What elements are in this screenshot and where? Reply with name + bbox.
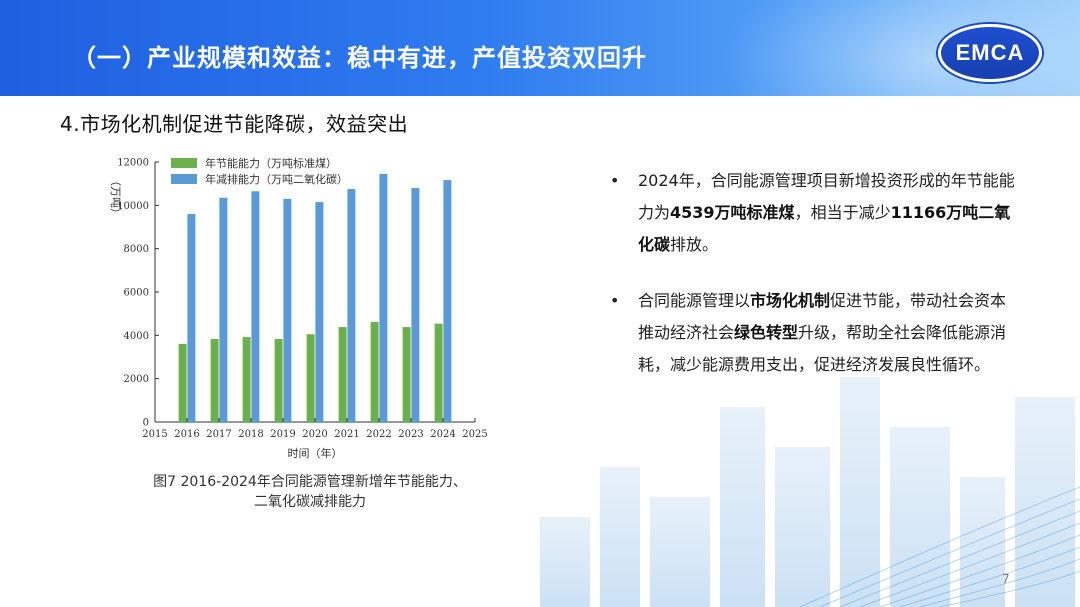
y-tick-label: 10000 (117, 201, 149, 212)
bullet-text: ，相当于减少 (794, 203, 891, 222)
bar-emission-reduction (283, 198, 292, 422)
bar-energy-saving (274, 339, 283, 422)
section-subtitle: 4.市场化机制促进节能降碳，效益突出 (60, 112, 409, 136)
caption-line-2: 二氧化碳减排能力 (254, 494, 366, 510)
bullet-text: 排放。 (670, 235, 719, 254)
bullet-dot: • (610, 291, 620, 310)
page-number: 7 (1002, 572, 1010, 586)
x-tick-label: 2020 (302, 429, 327, 440)
bullet-dot: • (610, 171, 620, 190)
bullet-text: 2024年，合同能源管理项目新增投资形成的年节能能力为 (638, 171, 1015, 222)
x-tick-label: 2015 (142, 429, 167, 440)
bar-energy-saving (402, 327, 411, 422)
bar-emission-reduction (187, 214, 196, 422)
legend-label: 年减排能力（万吨二氧化碳） (205, 172, 348, 186)
x-tick-label: 2023 (398, 429, 423, 440)
bullet-text: 升级，帮助全社会降低能源消耗，减少能源费用支出，促进经济发展良性循环。 (638, 323, 1007, 374)
caption-line-1: 图7 2016-2024年合同能源管理新增年节能能力、 (153, 474, 467, 490)
x-tick-label: 2021 (334, 429, 359, 440)
slide-title: （一）产业规模和效益：稳中有进，产值投资双回升 (72, 44, 647, 72)
x-tick-label: 2019 (270, 429, 295, 440)
bar-emission-reduction (379, 173, 388, 422)
bar-energy-saving (370, 321, 379, 422)
y-axis-label: （万吨） (109, 175, 122, 219)
bar-emission-reduction (411, 188, 420, 422)
y-tick-label: 2000 (124, 374, 149, 385)
bullet-emphasis: 绿色转型 (734, 323, 799, 342)
legend-swatch (171, 158, 197, 168)
bar-emission-reduction (315, 202, 324, 422)
x-tick-label: 2017 (206, 429, 231, 440)
x-tick-label: 2018 (238, 429, 263, 440)
x-tick-label: 2016 (174, 429, 199, 440)
bar-emission-reduction (347, 189, 356, 422)
y-tick-label: 6000 (124, 288, 149, 299)
chart-svg: 0 2000 4000 6000 8000 10000 12000 2015 2016 2017 2… (109, 156, 488, 460)
bar-energy-saving (210, 339, 219, 422)
bar-energy-saving (434, 323, 443, 422)
emca-logo: EMCA (938, 24, 1042, 82)
bullet-item: • 合同能源管理以市场化机制促进节能，带动社会资本推动经济社会绿色转型升级，帮助全… (610, 285, 1020, 381)
y-tick-label: 4000 (124, 331, 149, 342)
bar-emission-reduction (219, 197, 228, 422)
header-banner: （一）产业规模和效益：稳中有进，产值投资双回升 EMCA (0, 0, 1080, 96)
bar-energy-saving (242, 337, 251, 422)
bar-chart: 0 2000 4000 6000 8000 10000 12000 2015 2016 2017 2… (100, 150, 500, 470)
bullet-list: • 2024年，合同能源管理项目新增投资形成的年节能能力为4539万吨标准煤，相当… (610, 165, 1020, 405)
x-tick-label: 2024 (430, 429, 455, 440)
bullet-item: • 2024年，合同能源管理项目新增投资形成的年节能能力为4539万吨标准煤，相当… (610, 165, 1020, 261)
wave-decoration (799, 486, 1080, 607)
bullet-emphasis: 11166万吨二氧化碳 (638, 203, 1011, 254)
legend-label: 年节能能力（万吨标准煤） (205, 156, 337, 170)
bullet-text: 促进节能，带动社会资本推动经济社会 (638, 291, 1007, 342)
bar-energy-saving (338, 327, 347, 422)
y-tick-label: 0 (143, 418, 149, 429)
x-tick-label: 2025 (462, 429, 487, 440)
bar-emission-reduction (251, 191, 260, 422)
logo-text: EMCA (955, 40, 1025, 65)
bar-energy-saving (306, 334, 315, 422)
legend-swatch (171, 174, 197, 184)
city-skyline-decoration (520, 347, 1080, 607)
bar-emission-reduction (443, 180, 452, 422)
y-tick-label: 8000 (124, 244, 149, 255)
bar-energy-saving (178, 344, 187, 422)
figure-caption: 图7 2016-2024年合同能源管理新增年节能能力、 二氧化碳减排能力 (120, 472, 500, 512)
x-tick-label: 2022 (366, 429, 391, 440)
bullet-emphasis: 4539万吨标准煤 (670, 203, 795, 222)
x-axis-label: 时间（年） (288, 446, 343, 460)
y-tick-label: 12000 (117, 158, 149, 169)
bullet-emphasis: 市场化机制 (750, 291, 831, 310)
bullet-text: 合同能源管理以 (638, 291, 751, 310)
